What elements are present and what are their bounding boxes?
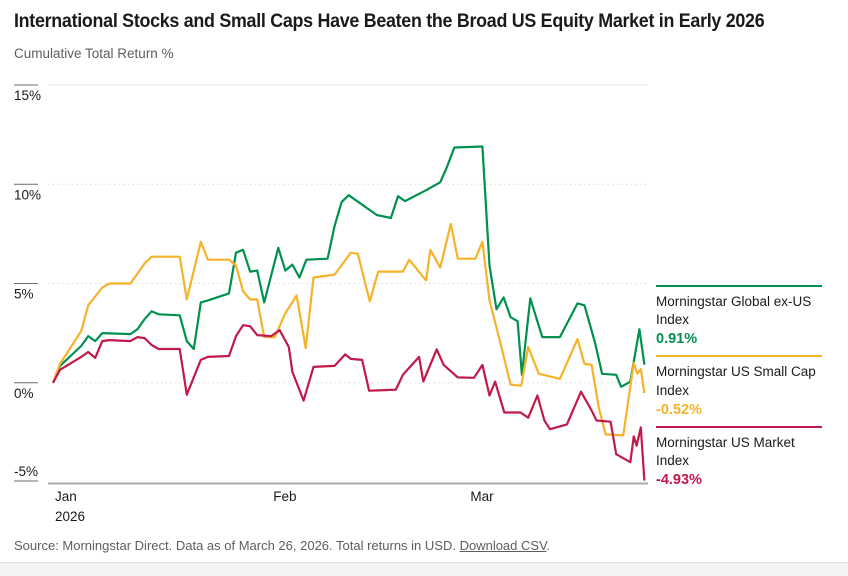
svg-text:2026: 2026 <box>55 509 85 524</box>
legend-item-global-ex-us: Morningstar Global ex-US Index 0.91% <box>656 285 822 347</box>
source-text: Source: Morningstar Direct. Data as of M… <box>14 538 460 553</box>
svg-text:Mar: Mar <box>470 489 494 504</box>
chart-legend: Morningstar Global ex-US Index 0.91% Mor… <box>656 285 822 488</box>
svg-text:0%: 0% <box>14 386 34 401</box>
legend-label: Morningstar US Small Cap Index <box>656 364 816 398</box>
legend-value: -0.52% <box>656 401 702 418</box>
series-line-gold <box>51 222 646 437</box>
legend-value: 0.91% <box>656 331 698 348</box>
source-line: Source: Morningstar Direct. Data as of M… <box>14 538 550 553</box>
svg-text:Feb: Feb <box>273 489 296 504</box>
svg-text:5%: 5% <box>14 287 34 302</box>
footer-strip <box>0 562 848 576</box>
legend-label: Morningstar Global ex-US Index <box>656 294 812 328</box>
svg-text:15%: 15% <box>14 88 41 103</box>
chart-subtitle: Cumulative Total Return % <box>14 46 174 61</box>
svg-text:-5%: -5% <box>14 464 38 479</box>
legend-label: Morningstar US Market Index <box>656 434 795 469</box>
series-line-red <box>52 324 646 481</box>
svg-text:10%: 10% <box>14 187 41 202</box>
series-line-green <box>51 145 646 388</box>
download-csv-link[interactable]: Download CSV <box>459 538 547 553</box>
legend-item-us-small-cap: Morningstar US Small Cap Index -0.52% <box>656 355 822 418</box>
legend-value: -4.93% <box>656 472 702 489</box>
legend-item-us-market: Morningstar US Market Index -4.93% <box>656 425 822 489</box>
page-title: International Stocks and Small Caps Have… <box>14 11 765 32</box>
source-suffix: . <box>546 538 551 553</box>
svg-text:Jan: Jan <box>55 489 77 504</box>
